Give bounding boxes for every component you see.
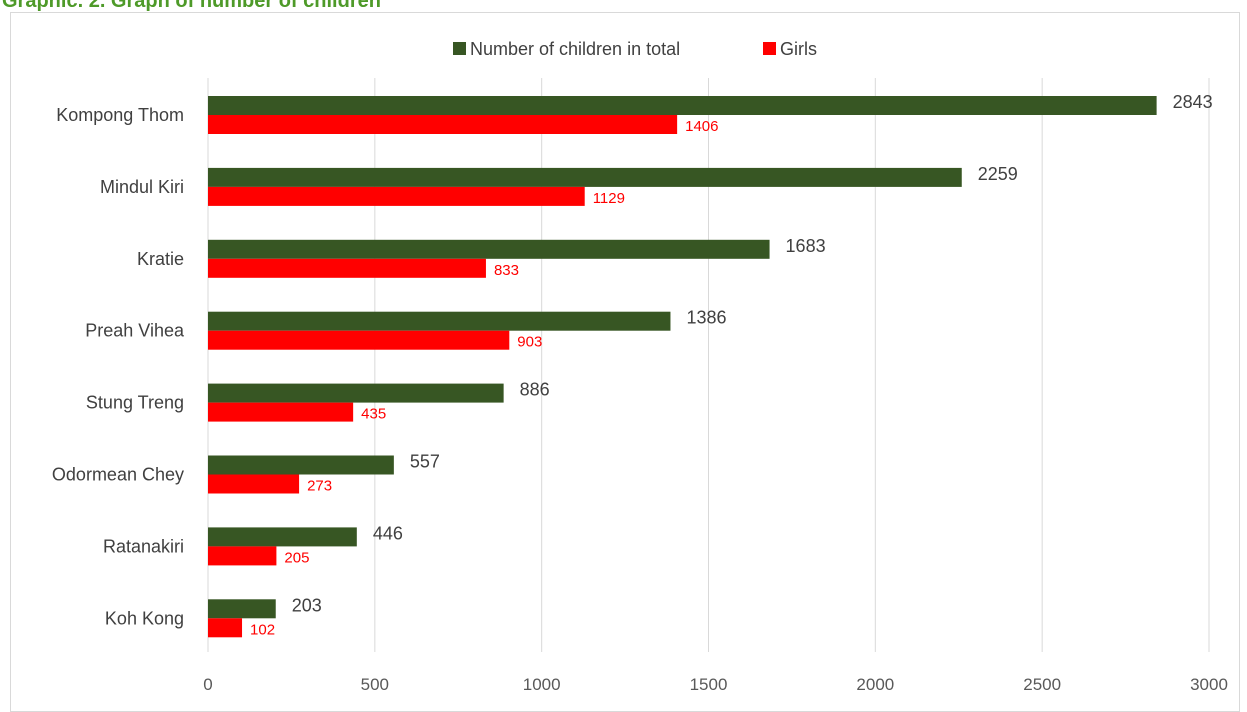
data-label-girls: 273	[307, 478, 332, 495]
data-label-total: 2843	[1173, 92, 1213, 112]
bar-total	[208, 383, 504, 403]
legend-label: Number of children in total	[470, 39, 680, 59]
bar-total	[208, 599, 276, 619]
data-label-total: 203	[292, 595, 322, 615]
x-tick-label: 500	[361, 675, 389, 694]
x-tick-label: 1000	[523, 675, 561, 694]
legend-swatch	[763, 42, 776, 55]
bar-girls	[208, 618, 243, 638]
x-tick-label: 0	[203, 675, 212, 694]
data-labels: 2843 1406 2259 1129 1683 833 1386 903 886 435 557 2…	[250, 92, 1213, 638]
bar-total	[208, 239, 770, 259]
axes: 0 500 1000 1500 2000 2500 3000 Kompong Thom Mind…	[52, 105, 1228, 694]
x-tick-label: 3000	[1190, 675, 1228, 694]
data-label-girls: 833	[494, 262, 519, 279]
bar-girls	[208, 330, 510, 350]
bars	[208, 96, 1157, 638]
data-label-girls: 205	[284, 549, 309, 566]
bar-total	[208, 527, 357, 547]
data-label-total: 2259	[978, 164, 1018, 184]
x-tick-label: 1500	[690, 675, 728, 694]
x-tick-label: 2500	[1023, 675, 1061, 694]
data-label-total: 1386	[686, 308, 726, 328]
data-label-total: 446	[373, 523, 403, 543]
legend-label: Girls	[780, 39, 817, 59]
bar-total	[208, 311, 671, 331]
data-label-girls: 903	[517, 334, 542, 351]
data-label-girls: 102	[250, 621, 275, 638]
category-label: Odormean Chey	[52, 465, 184, 485]
category-label: Kompong Thom	[56, 105, 184, 125]
legend: Number of children in total Girls	[453, 39, 817, 59]
bar-girls	[208, 186, 585, 206]
category-label: Kratie	[137, 249, 184, 269]
data-label-total: 886	[520, 380, 550, 400]
bar-total	[208, 455, 394, 475]
category-label: Mindul Kiri	[100, 177, 184, 197]
data-label-girls: 1406	[685, 118, 718, 135]
bar-girls	[208, 402, 354, 422]
category-label: Ratanakiri	[103, 536, 184, 556]
category-label: Preah Vihea	[85, 321, 185, 341]
data-label-girls: 435	[361, 406, 386, 423]
category-label: Koh Kong	[105, 608, 184, 628]
data-label-total: 1683	[786, 236, 826, 256]
data-label-total: 557	[410, 452, 440, 472]
gridlines	[207, 78, 1210, 652]
bar-girls	[208, 474, 300, 494]
category-label: Stung Treng	[86, 393, 184, 413]
page-title: Graphic. 2. Graph of number of children	[2, 0, 381, 12]
legend-swatch	[453, 42, 466, 55]
bar-girls	[208, 546, 277, 566]
bar-total	[208, 167, 962, 187]
bar-girls	[208, 115, 678, 134]
x-tick-label: 2000	[856, 675, 894, 694]
bar-girls	[208, 258, 486, 278]
data-label-girls: 1129	[593, 190, 625, 207]
bar-total	[208, 96, 1157, 115]
